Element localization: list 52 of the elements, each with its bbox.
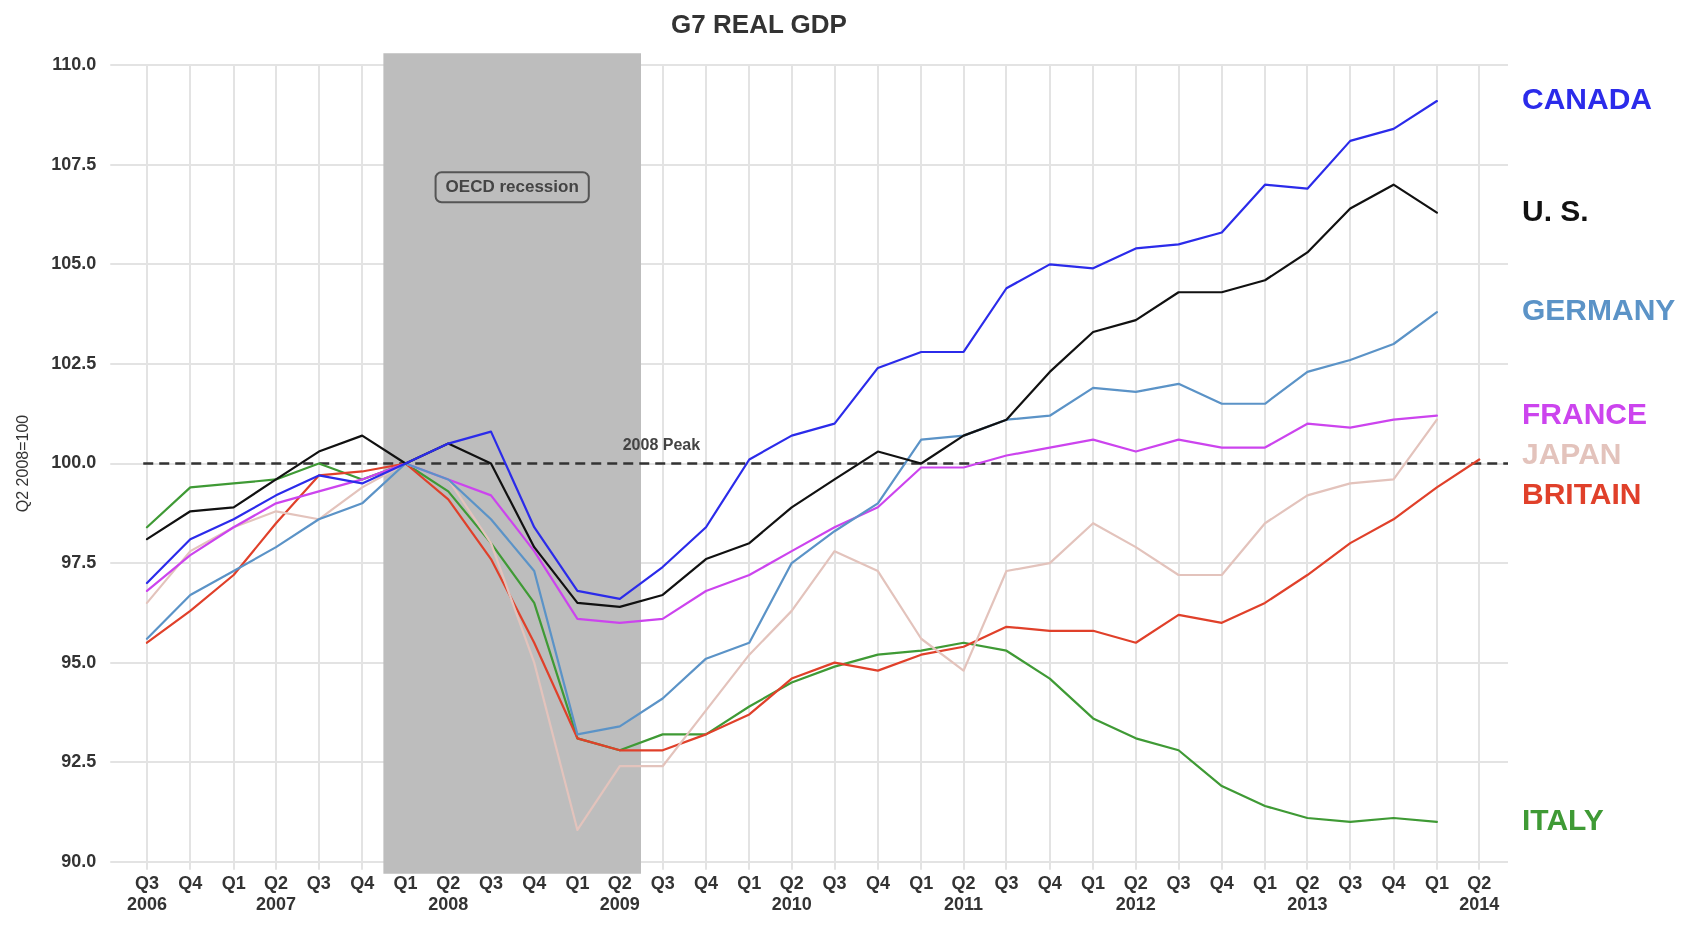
x-tick-label: Q2 2008: [428, 872, 469, 915]
x-tick-label: Q2 2011: [944, 872, 984, 915]
x-tick-label: Q1: [393, 872, 418, 893]
x-tick-label: Q2 2012: [1115, 872, 1156, 915]
x-tick-label: Q4: [350, 872, 375, 893]
x-tick-label: Q4: [522, 872, 547, 893]
x-tick-label: Q1: [1424, 872, 1449, 893]
series-label: BRITAIN: [1522, 476, 1642, 510]
x-tick-label: Q4: [1037, 872, 1062, 893]
y-tick-label: 90.0: [61, 850, 97, 871]
y-tick-label: 102.5: [51, 352, 97, 373]
band-label: OECD recession: [445, 176, 579, 196]
y-tick-label: 100.0: [51, 452, 97, 473]
x-tick-label: Q4: [693, 872, 718, 893]
y-tick-label: 95.0: [61, 651, 97, 672]
x-tick-label: Q3: [650, 872, 675, 893]
text: GERMANY: [1522, 293, 1676, 327]
x-tick-label: Q2 2010: [771, 872, 812, 915]
x-tick-label: Q3: [478, 872, 504, 893]
x-tick-label: Q2 2013: [1287, 872, 1328, 915]
x-tick-label: Q4: [865, 872, 890, 893]
y-tick-label: 97.5: [61, 552, 97, 573]
x-tick-label: Q3: [306, 872, 331, 893]
y-tick-label: 105.0: [51, 253, 97, 274]
x-tick-label: Q1: [1081, 872, 1106, 893]
x-tick-label: Q2 2009: [599, 872, 640, 915]
text: ITALY: [1522, 803, 1604, 837]
x-tick-label: Q1: [221, 872, 246, 893]
x-tick-label: Q1: [565, 872, 590, 893]
x-tick-label: Q4: [178, 872, 203, 893]
x-tick-label: Q4: [1381, 872, 1406, 893]
x-tick-label: Q1: [909, 872, 934, 893]
x-tick-label: Q4: [1209, 872, 1234, 893]
y-axis-title: Q2 2008=100: [14, 414, 32, 513]
text: FRANCE: [1522, 396, 1647, 430]
y-tick-label: 110.0: [52, 54, 97, 75]
chart-title: G7 REAL GDP: [671, 8, 847, 39]
x-tick-label: Q3: [822, 872, 847, 893]
y-tick-label: 107.5: [51, 153, 97, 174]
x-tick-label: Q2 2014: [1459, 872, 1500, 915]
x-tick-label: Q3 2006: [126, 872, 167, 915]
ref-line-label: 2008 Peak: [622, 435, 701, 453]
x-tick-label: Q3: [994, 872, 1019, 893]
x-tick-label: Q3: [1166, 872, 1191, 893]
text: U. S.: [1522, 193, 1589, 227]
x-tick-label: Q2 2007: [255, 872, 297, 915]
text: CANADA: [1522, 82, 1652, 116]
x-tick-label: Q1: [737, 872, 762, 893]
text: JAPAN: [1522, 436, 1622, 470]
x-tick-label: Q3: [1338, 872, 1363, 893]
x-tick-label: Q1: [1252, 872, 1277, 893]
y-tick-label: 92.5: [61, 751, 97, 772]
